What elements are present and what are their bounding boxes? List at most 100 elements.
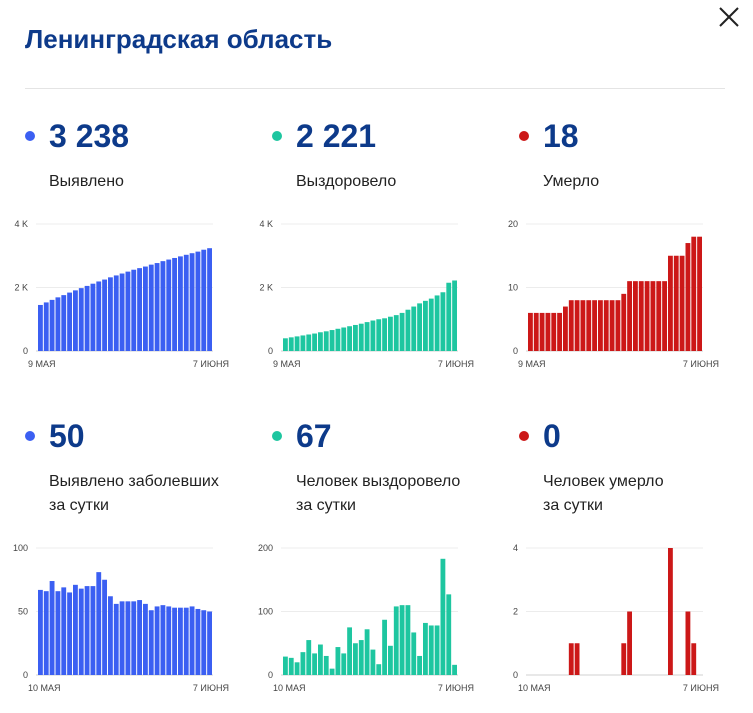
y-tick-label: 100	[13, 543, 28, 553]
bar	[73, 584, 78, 675]
divider	[25, 88, 725, 89]
bar	[318, 644, 323, 675]
stat-label-line1: Человек выздоровело	[296, 473, 461, 490]
bar	[294, 336, 300, 351]
bar	[96, 281, 102, 351]
bar	[183, 254, 189, 351]
bar	[644, 281, 650, 351]
bar	[207, 611, 212, 675]
bar	[364, 629, 370, 675]
bar	[143, 266, 148, 351]
bar	[399, 312, 405, 351]
bar	[55, 591, 61, 675]
bar	[300, 335, 306, 351]
bar	[67, 292, 72, 351]
bar	[78, 288, 84, 351]
bar	[592, 300, 597, 351]
bar	[108, 596, 113, 675]
bar	[160, 605, 166, 675]
bar	[131, 601, 137, 675]
bar	[189, 253, 195, 351]
x-tick-label: 9 МАЯ	[273, 359, 301, 369]
bar	[137, 600, 142, 675]
bar	[376, 319, 382, 351]
bar	[528, 312, 533, 351]
bar	[411, 306, 417, 351]
bar	[399, 605, 405, 675]
bar	[131, 269, 137, 351]
close-icon[interactable]	[716, 4, 742, 30]
bar	[119, 273, 125, 351]
bar	[49, 299, 55, 351]
bar	[358, 323, 364, 351]
bar	[662, 281, 667, 351]
recovered-dot	[272, 131, 282, 141]
x-tick-label: 10 МАЯ	[273, 683, 306, 693]
detected-dot	[25, 131, 35, 141]
bar	[178, 607, 183, 675]
bar	[329, 330, 335, 351]
bar	[376, 664, 382, 675]
bar	[685, 611, 691, 675]
bar	[382, 318, 387, 351]
bar	[108, 277, 113, 351]
x-tick-label: 7 ИЮНЯ	[193, 683, 229, 693]
stat-label: Выявлено заболевших за сутки	[49, 470, 269, 518]
stat-label: Выздоровело	[296, 173, 397, 190]
bar	[90, 586, 96, 675]
bar	[288, 337, 294, 351]
stat-label-line2: за сутки	[296, 497, 356, 514]
bar	[90, 283, 96, 351]
bar	[102, 579, 107, 675]
bar	[551, 312, 557, 351]
bar	[405, 605, 411, 675]
chart-detected-total: 0 2 K 4 K 9 МАЯ 7 ИЮНЯ	[14, 219, 229, 369]
bar	[306, 334, 312, 351]
bar	[323, 655, 329, 675]
y-tick-label: 100	[258, 607, 273, 617]
bar	[329, 668, 335, 675]
bar	[207, 248, 212, 351]
bar	[621, 293, 627, 351]
chart-recovered-daily: 0 100 200 10 МАЯ 7 ИЮНЯ	[258, 543, 474, 693]
bar	[411, 632, 417, 675]
bar	[405, 309, 411, 351]
bar	[347, 326, 352, 351]
stat-value: 3 238	[49, 118, 130, 154]
x-tick-label: 7 ИЮНЯ	[683, 683, 719, 693]
bar	[568, 643, 574, 675]
bar	[341, 327, 347, 351]
bar	[388, 316, 393, 351]
deaths-dot	[519, 131, 529, 141]
y-tick-label: 0	[268, 346, 273, 356]
bar	[627, 281, 632, 351]
y-tick-label: 20	[508, 219, 518, 229]
bar	[283, 338, 288, 351]
y-tick-label: 10	[508, 283, 518, 293]
y-tick-label: 0	[23, 670, 28, 680]
bar	[673, 255, 679, 351]
bar	[440, 292, 446, 351]
bar	[102, 279, 107, 351]
bar	[598, 300, 603, 351]
stat-label-line2: за сутки	[49, 497, 109, 514]
recovered-daily-dot	[272, 431, 282, 441]
bar	[388, 645, 393, 675]
bar	[55, 297, 61, 351]
bar	[615, 300, 621, 351]
page-title: Ленинградская область	[25, 24, 333, 54]
stat-value: 0	[543, 418, 561, 454]
bar	[393, 606, 399, 675]
bar	[586, 300, 592, 351]
stat-label: Человек умерло за сутки	[543, 470, 753, 518]
bar	[452, 280, 457, 351]
bar	[195, 608, 201, 675]
bar	[323, 331, 329, 351]
y-tick-label: 0	[513, 670, 518, 680]
bar	[113, 603, 119, 675]
bar	[580, 300, 586, 351]
bar	[650, 281, 656, 351]
bar	[189, 606, 195, 675]
bar	[166, 606, 172, 675]
bar	[557, 312, 562, 351]
